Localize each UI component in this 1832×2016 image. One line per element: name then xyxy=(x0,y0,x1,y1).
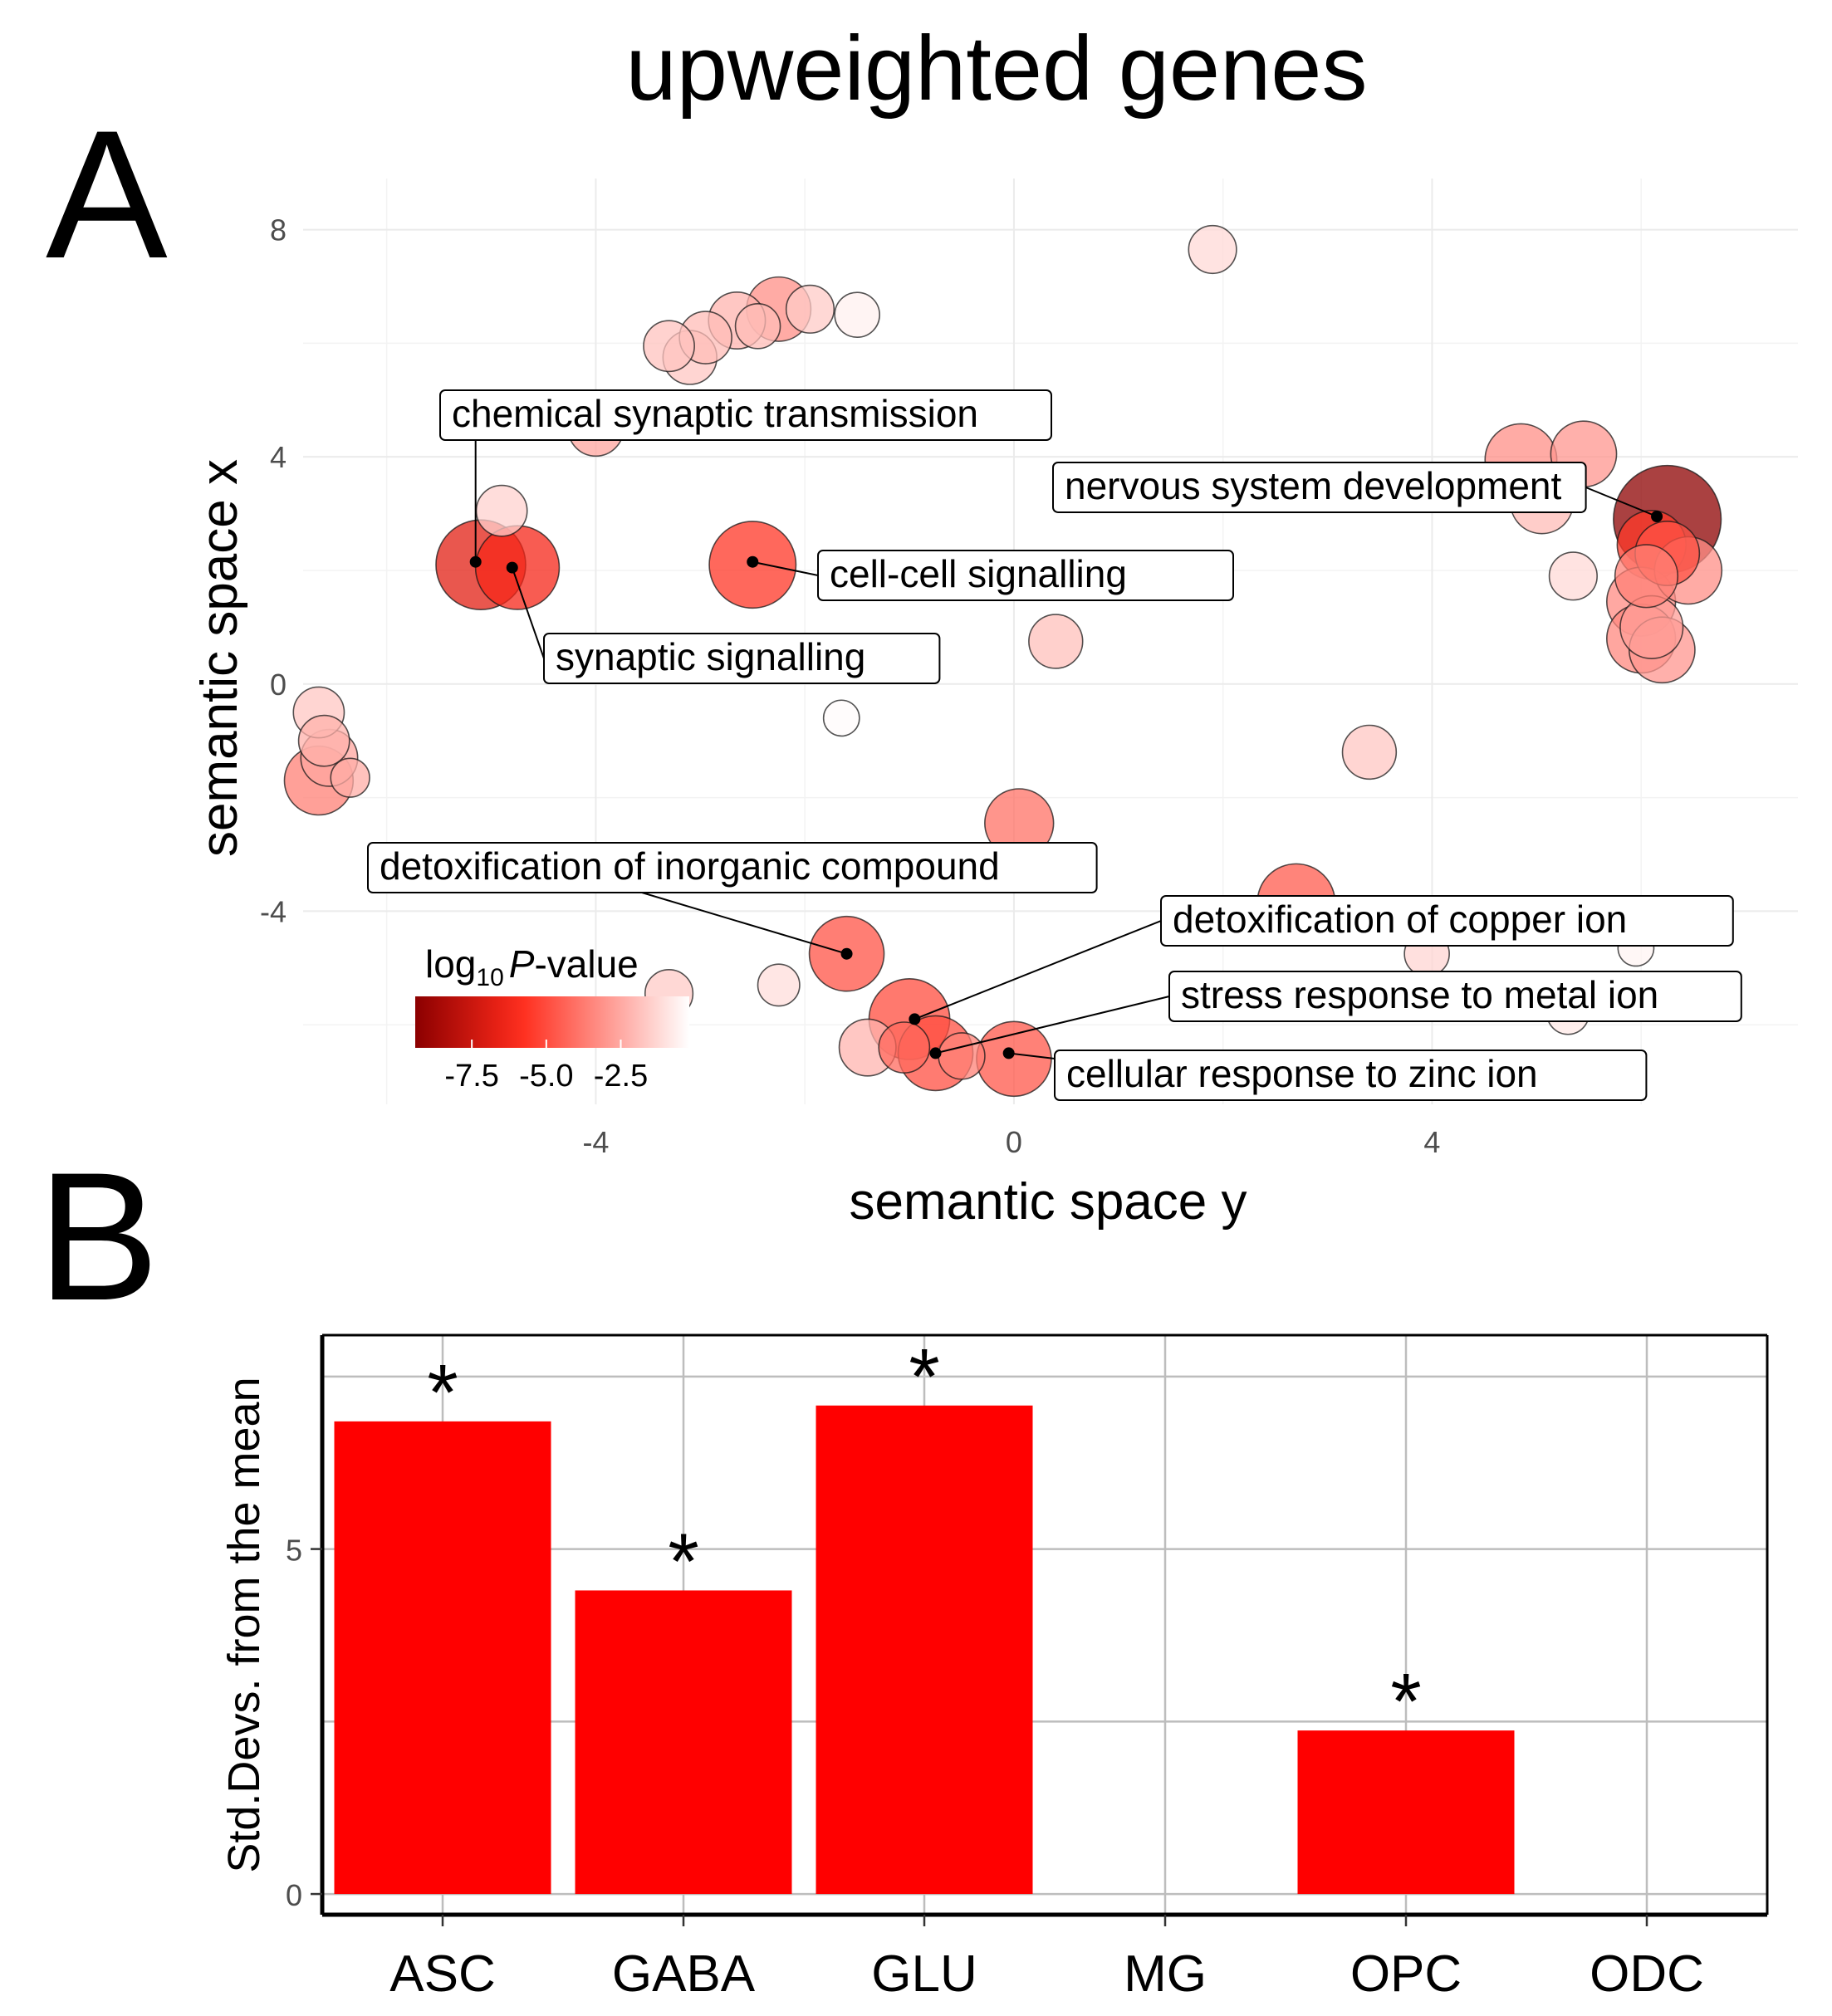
annotation-label: stress response to metal ion xyxy=(929,971,1742,1059)
annotation-text: chemical synaptic transmission xyxy=(452,392,978,435)
annotation-text: cell-cell signalling xyxy=(830,552,1127,595)
annotation-leader-line xyxy=(914,920,1162,1020)
x-category-label: ODC xyxy=(1590,1945,1704,2003)
annotation-text: synaptic signalling xyxy=(556,635,865,678)
bubble-point xyxy=(1341,724,1398,780)
bubble-point xyxy=(330,757,370,798)
x-tick-label: -4 xyxy=(582,1125,609,1159)
annotation-box xyxy=(817,550,1234,601)
annotation-text: detoxification of inorganic compound xyxy=(380,844,1000,888)
x-category-label: ASC xyxy=(389,1945,495,2003)
x-category-label: MG xyxy=(1124,1945,1207,2003)
bar xyxy=(816,1405,1033,1895)
annotation-box xyxy=(1160,895,1734,947)
panel-label-b: B xyxy=(37,1134,159,1338)
panel-a-bubble-chart: -4 0 4 -4 0 4 8 semantic space y semantic space … xyxy=(191,179,1798,1231)
y-tick-label: 5 xyxy=(286,1534,302,1568)
legend-title: log10 P-value xyxy=(425,942,639,991)
y-axis-label: Std.Devs. from the mean xyxy=(219,1377,269,1872)
annotation-point-dot xyxy=(469,555,482,568)
bubble-point xyxy=(475,484,528,537)
annotation-label: nervous system development xyxy=(1052,462,1663,523)
x-category-label: GABA xyxy=(612,1945,756,2003)
y-tick-label: 8 xyxy=(270,213,287,247)
bubble-point xyxy=(822,699,860,737)
y-tick-label: 0 xyxy=(286,1878,302,1912)
x-category-label: OPC xyxy=(1350,1945,1462,2003)
annotation-leader-line xyxy=(511,567,545,659)
annotation-point-dot xyxy=(1002,1047,1015,1059)
annotation-box xyxy=(439,389,1052,441)
annotation-label: cell-cell signalling xyxy=(747,550,1234,601)
bar xyxy=(334,1421,551,1895)
annotation-point-dot xyxy=(506,561,518,574)
annotation-point-dot xyxy=(840,947,853,960)
color-legend: log10 P-value -7.5 -5.0 -2.5 xyxy=(415,942,689,1094)
annotation-point-dot xyxy=(929,1047,942,1059)
annotation-point-dot xyxy=(747,555,759,568)
x-tick-label: 0 xyxy=(1006,1125,1022,1159)
annotation-point-dot xyxy=(1651,511,1663,523)
significance-marker: * xyxy=(668,1517,698,1606)
annotation-box xyxy=(367,842,1098,893)
significance-marker: * xyxy=(1390,1657,1421,1746)
figure-title: upweighted genes xyxy=(626,17,1368,120)
bubble-point xyxy=(757,963,801,1007)
x-tick-label: 4 xyxy=(1423,1125,1440,1159)
annotation-leader-line xyxy=(752,560,819,576)
bubble-point xyxy=(785,284,835,334)
bubble-point xyxy=(878,1021,931,1074)
x-axis-label: semantic space y xyxy=(850,1173,1247,1231)
annotation-leader-line xyxy=(935,996,1170,1054)
legend-tick-label: -7.5 xyxy=(444,1059,498,1094)
annotation-text: stress response to metal ion xyxy=(1181,973,1658,1016)
panel-label-a: A xyxy=(46,92,168,296)
bubble-point xyxy=(643,320,695,373)
annotation-text: nervous system development xyxy=(1065,464,1562,507)
annotation-text: cellular response to zinc ion xyxy=(1066,1052,1538,1095)
annotation-box xyxy=(1168,971,1742,1022)
bubble-point xyxy=(976,1020,1052,1098)
bubble-point xyxy=(1188,224,1237,275)
annotation-box xyxy=(1054,1050,1648,1101)
annotation-label: synaptic signalling xyxy=(506,561,941,684)
panel-b-bar-chart: * * * * ASC GABA GLU MG OPC ODC 0 5 Std.Devs. from t… xyxy=(219,1333,1769,2003)
y-tick-label: 0 xyxy=(270,668,287,702)
y-tick-label: 4 xyxy=(270,440,287,474)
bubble-point xyxy=(1028,614,1084,669)
bubble-point xyxy=(938,1032,986,1080)
bubble-point xyxy=(1614,544,1679,609)
bubble-point xyxy=(1548,551,1598,601)
annotation-label: chemical synaptic transmission xyxy=(439,389,1052,568)
significance-marker: * xyxy=(427,1348,458,1437)
legend-tick-label: -2.5 xyxy=(594,1059,648,1094)
annotation-label: cellular response to zinc ion xyxy=(1002,1047,1648,1101)
annotation-point-dot xyxy=(909,1013,921,1025)
x-category-label: GLU xyxy=(871,1945,977,2003)
annotation-leader-line xyxy=(1008,1052,1056,1059)
annotation-box xyxy=(1052,462,1587,513)
bar xyxy=(1297,1730,1515,1895)
annotation-label: detoxification of copper ion xyxy=(909,895,1734,1025)
bubble-point xyxy=(834,291,880,338)
annotation-label: detoxification of inorganic compound xyxy=(367,842,1098,960)
y-tick-label: -4 xyxy=(260,894,287,928)
annotation-text: detoxification of copper ion xyxy=(1173,898,1627,941)
annotation-box xyxy=(543,633,941,684)
bubble-point xyxy=(297,714,350,767)
legend-tick-label: -5.0 xyxy=(519,1059,573,1094)
significance-marker: * xyxy=(909,1333,939,1421)
bar xyxy=(575,1590,792,1895)
colorbar xyxy=(415,996,689,1048)
y-axis-label: semantic space x xyxy=(191,459,248,857)
bubble-point xyxy=(734,303,781,350)
annotation-leader-line xyxy=(641,892,847,955)
annotation-leader-line xyxy=(1585,487,1658,517)
